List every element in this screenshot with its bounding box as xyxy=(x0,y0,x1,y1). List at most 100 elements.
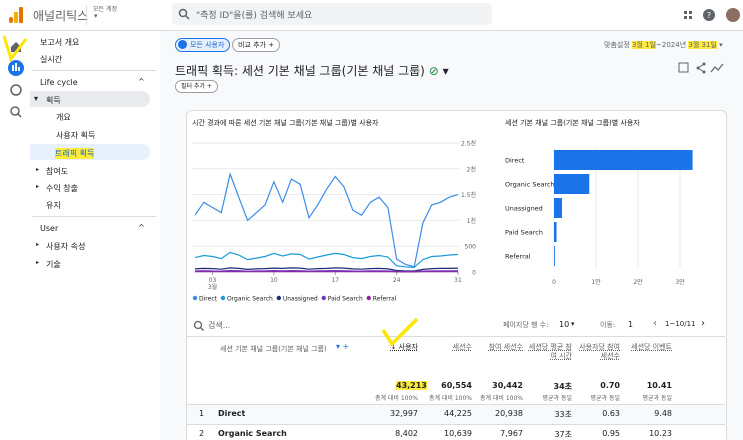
total-sub: 총계 대비 100% xyxy=(374,395,418,402)
total-value: 10.41 xyxy=(646,381,672,390)
x-tick-label: 0 xyxy=(552,279,556,286)
account-picker[interactable]: 모든 계정 xyxy=(93,6,117,13)
total-value: 0.70 xyxy=(600,381,620,390)
compare-button[interactable]: 비교 추가 + xyxy=(232,38,281,52)
divider xyxy=(32,70,156,71)
y-tick-label: 1천 xyxy=(467,217,476,225)
date-end: 3월 31일 xyxy=(688,41,717,49)
bar xyxy=(554,198,562,218)
chart-title: 시간 경과에 따른 세션 기본 채널 그룹(기본 채널 그룹)별 사용자 xyxy=(192,118,379,127)
next[interactable]: › xyxy=(701,318,705,329)
section-title[interactable]: Life cycle xyxy=(40,78,78,87)
dimension-header[interactable]: 세션 기본 채널 그룹(기본 채널 그룹) xyxy=(220,345,327,353)
segment-chip[interactable]: 모든 사용자 xyxy=(175,38,231,52)
title-icons xyxy=(678,62,724,74)
table-search[interactable]: 검색... xyxy=(208,321,231,330)
nav-item[interactable]: 실시간 xyxy=(40,55,63,64)
total-sub: 총계 대비 100% xyxy=(479,395,523,402)
x-tick-label: 24 xyxy=(393,277,401,284)
legend-swatch xyxy=(276,295,282,301)
total-sub: 평균과 동일 xyxy=(642,395,672,402)
page-title-text: 트래픽 획득: 세션 기본 채널 그룹(기본 채널 그룹) xyxy=(175,64,425,78)
nav-item[interactable]: 수익 창출 xyxy=(46,184,78,193)
bar xyxy=(554,222,557,242)
legend-label: Paid Search xyxy=(328,296,363,303)
bar xyxy=(554,150,693,170)
date-start: 3월 1일 xyxy=(632,41,657,49)
x-tick-label: 17 xyxy=(331,277,339,284)
date-range[interactable]: 맞춤설정 3월 1일~2024년 3월 31일 ▾ xyxy=(604,41,723,49)
column-header[interactable]: ↓ 사용자 xyxy=(374,343,418,352)
x-tick-label: 31 xyxy=(454,277,462,284)
caret: ▸ xyxy=(36,259,40,266)
nav-item[interactable]: 사용자 획득 xyxy=(56,131,96,140)
total-sub: 평균과 동일 xyxy=(542,395,572,402)
legend-swatch xyxy=(366,295,371,301)
annotation-check xyxy=(381,317,419,347)
legend-swatch xyxy=(220,295,226,301)
filter-label: 필터 추가 xyxy=(181,83,205,90)
caret: ▸ xyxy=(36,166,40,173)
date-prefix: 맞춤설정 xyxy=(604,41,630,49)
legend-swatch xyxy=(321,295,326,301)
x-tick-label: 3만 xyxy=(675,278,685,286)
x-tick-label: 2만 xyxy=(633,278,643,286)
legend-label: Organic Search xyxy=(227,296,273,303)
category-label: Unassigned xyxy=(505,205,543,213)
nav-item[interactable]: 사용자 속성 xyxy=(46,242,86,251)
row-value: 32,997 xyxy=(390,409,418,418)
search-box[interactable] xyxy=(172,3,492,25)
row-dimension[interactable]: Organic Search xyxy=(218,429,287,438)
row-rank: 2 xyxy=(199,429,205,438)
sort-icon: ↓ xyxy=(390,343,399,351)
rows-per-page[interactable]: 10 xyxy=(559,320,570,329)
dimension-tools: ▾ + xyxy=(336,342,350,351)
row-dimension[interactable]: Direct xyxy=(218,409,246,418)
collapse-icon: ^ xyxy=(138,77,145,86)
nav-item[interactable]: 획득 xyxy=(46,96,61,105)
line-series xyxy=(194,251,459,269)
nav-item[interactable]: 트래픽 획득 xyxy=(55,148,95,159)
total-value: 43,213 xyxy=(396,381,427,390)
nav-item[interactable]: 개요 xyxy=(56,113,71,122)
row-value: 33초 xyxy=(554,410,572,419)
x-tick-label: 03 xyxy=(209,277,217,284)
column-header[interactable]: 참여 세션수 xyxy=(488,343,523,351)
column-header[interactable]: 세션수 xyxy=(452,343,472,351)
chart-title: 세션 기본 채널 그룹(기본 채널 그룹)별 사용자 xyxy=(505,118,640,127)
goto[interactable]: 1 xyxy=(628,320,634,329)
section-title[interactable]: User xyxy=(40,224,59,233)
caret: ▸ xyxy=(36,183,40,190)
page-range: 1~10/11 xyxy=(665,320,696,328)
y-tick-label: 1.5천 xyxy=(461,191,476,199)
y-tick-label: 0 xyxy=(472,270,476,277)
nav-item[interactable]: 유지 xyxy=(46,201,61,210)
product-name: 애널리틱스 xyxy=(33,9,89,23)
svg-text:?: ? xyxy=(707,11,711,20)
row-value: 7,967 xyxy=(500,429,523,438)
category-label: Paid Search xyxy=(505,229,543,237)
divider xyxy=(86,5,87,25)
nav-item[interactable]: 참여도 xyxy=(46,167,69,176)
row-value: 9.48 xyxy=(654,409,672,418)
bar xyxy=(554,246,555,266)
row-rank: 1 xyxy=(199,409,205,418)
rows-per-page-label: 페이지당 행 수: xyxy=(503,321,549,329)
search-icon xyxy=(193,320,204,331)
prev[interactable]: ‹ xyxy=(653,318,657,329)
row-value: 10,639 xyxy=(444,429,472,438)
filter-button[interactable]: 필터 추가 + xyxy=(175,80,218,93)
nav-item[interactable]: 기술 xyxy=(46,260,61,269)
column-header[interactable]: 사용자당 참여 세션수 xyxy=(579,343,620,360)
search-icon xyxy=(178,8,190,20)
row-value: 37초 xyxy=(554,430,572,439)
caret: ▾ xyxy=(94,12,98,20)
nav-item[interactable]: 보고서 개요 xyxy=(40,38,80,47)
date-mid: ~2024년 xyxy=(656,41,687,49)
column-header[interactable]: 세션당 평균 참여 시간 xyxy=(528,343,572,360)
total-sub: 총계 대비 100% xyxy=(428,395,472,402)
column-header[interactable]: 세션당 이벤트 xyxy=(631,343,672,351)
legend-label: Unassigned xyxy=(283,296,318,303)
